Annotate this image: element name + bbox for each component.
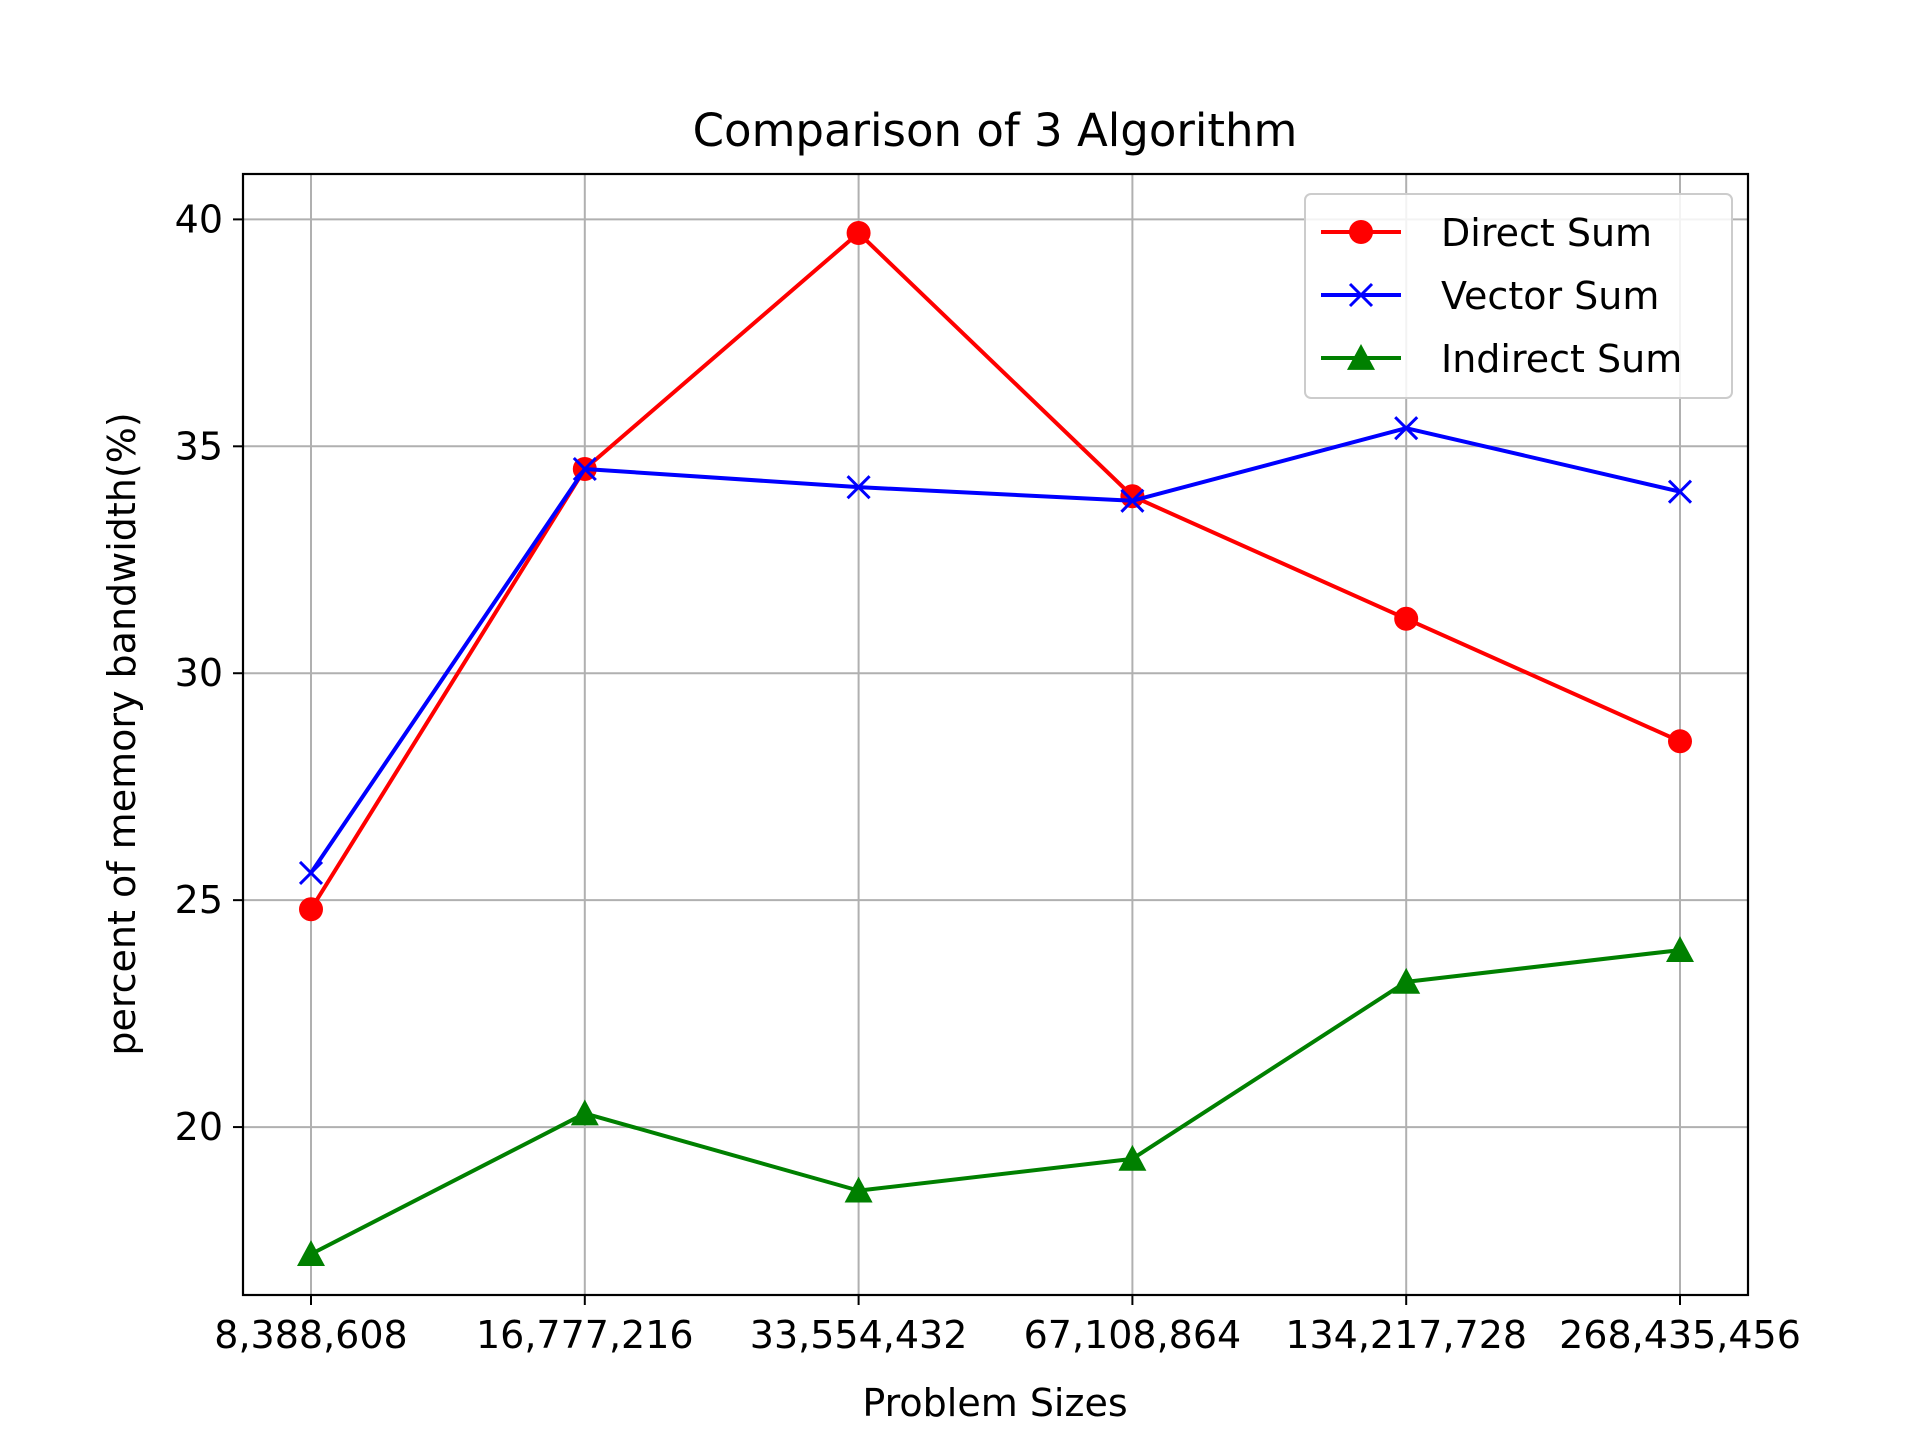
x-tick-label: 268,435,456 (1559, 1313, 1801, 1357)
direct-sum-point (299, 897, 323, 922)
chart-title: Comparison of 3 Algorithm (693, 104, 1298, 157)
axes: 8,388,608 16,777,216 33,554,432 67,108,864 1… (175, 197, 1801, 1357)
x-marker-stroke (1667, 479, 1693, 504)
legend-box (1304, 193, 1733, 399)
x-marker-stroke (298, 860, 324, 885)
series-vector-sum (298, 416, 1693, 885)
y-tick-label: 25 (175, 878, 223, 922)
vector-sum-point (1394, 416, 1419, 441)
x-tick-label: 16,777,216 (476, 1313, 694, 1357)
indirect-sum-point (570, 1099, 599, 1126)
vector-sum-point (1120, 488, 1145, 513)
legend-entry-vector-sum: Vector Sum (1321, 274, 1659, 318)
x-tick-label: 67,108,864 (1024, 1313, 1242, 1357)
legend: Direct Sum Vector Sum Indirect Sum (1304, 193, 1733, 399)
legend-swatch-marker (1349, 220, 1373, 244)
y-tick-label: 35 (175, 424, 223, 468)
y-axis-label: percent of memory bandwidth(%) (100, 412, 144, 1055)
series-layer (297, 221, 1694, 1267)
indirect-sum-point (1666, 936, 1694, 962)
indirect-sum-point (297, 1240, 325, 1267)
y-tick-label: 40 (175, 197, 223, 241)
vector-sum-point (1667, 479, 1693, 504)
vector-sum-point (298, 860, 324, 885)
legend-label: Indirect Sum (1441, 337, 1682, 381)
plot-frame (241, 172, 1750, 1297)
x-marker-stroke (1394, 416, 1419, 441)
legend-entry-indirect-sum: Indirect Sum (1321, 337, 1682, 381)
direct-sum-point (1394, 606, 1419, 631)
legend-label: Vector Sum (1441, 274, 1659, 318)
vector-sum-point (846, 475, 871, 500)
indirect-sum-point (1392, 967, 1421, 994)
vector-sum-point (572, 456, 597, 482)
indirect-sum-point (844, 1176, 873, 1203)
x-marker-stroke (1120, 488, 1145, 513)
series-indirect-sum (297, 936, 1694, 1267)
y-tick-label: 30 (175, 651, 223, 695)
legend-entry-direct-sum: Direct Sum (1321, 211, 1652, 255)
y-tick-label: 20 (175, 1105, 223, 1149)
vector-sum-line (309, 426, 1681, 875)
x-tick-label: 33,554,432 (750, 1313, 968, 1357)
x-marker-stroke (846, 475, 871, 500)
legend-label: Direct Sum (1441, 211, 1652, 255)
direct-sum-point (846, 221, 871, 245)
indirect-sum-line (310, 948, 1681, 1256)
x-axis-label: Problem Sizes (862, 1381, 1127, 1425)
indirect-sum-point (1118, 1144, 1147, 1171)
x-tick-label: 8,388,608 (214, 1313, 407, 1357)
direct-sum-point (1668, 729, 1692, 754)
direct-sum-line (309, 231, 1681, 911)
x-marker-stroke (572, 456, 597, 482)
legend-swatch-marker (1348, 282, 1374, 308)
direct-sum-point (1120, 484, 1145, 509)
x-tick-label: 134,217,728 (1285, 1313, 1527, 1357)
legend-swatch-marker (1347, 344, 1375, 370)
x-marker-stroke (1348, 282, 1374, 308)
